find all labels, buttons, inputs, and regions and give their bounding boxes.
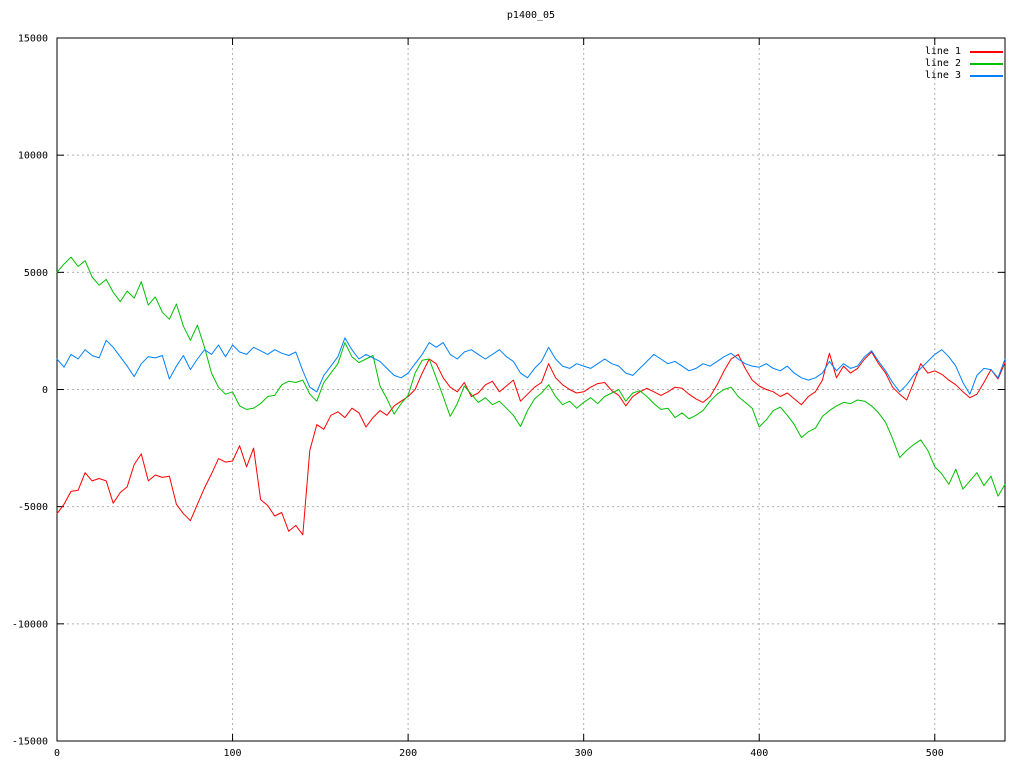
x-tick-label: 500: [926, 748, 944, 759]
legend-label: line 3: [924, 70, 961, 81]
legend-label: line 2: [924, 58, 961, 69]
legend-swatch-line-2: [970, 62, 1003, 65]
x-tick-label: 100: [224, 748, 242, 759]
y-tick-label: -5000: [18, 502, 48, 513]
legend-item: line 3: [803, 70, 1003, 81]
legend-swatch-line-3: [970, 74, 1003, 77]
chart-title: p1400_05: [506, 10, 556, 21]
x-tick-label: 0: [54, 748, 60, 759]
y-tick-label: 0: [42, 385, 48, 396]
x-tick-label: 300: [575, 748, 593, 759]
y-tick-label: -15000: [12, 737, 48, 748]
legend: line 1 line 2 line 3: [803, 46, 1003, 82]
y-tick-label: -10000: [12, 619, 48, 630]
legend-label: line 1: [924, 46, 961, 57]
legend-item: line 2: [803, 58, 1003, 69]
y-tick-label: 10000: [18, 151, 48, 162]
x-tick-label: 400: [750, 748, 768, 759]
legend-item: line 1: [803, 46, 1003, 57]
legend-swatch-line-1: [970, 50, 1003, 53]
series-line-1: [56, 351, 1006, 536]
y-tick-label: 5000: [24, 268, 48, 279]
y-tick-label: 15000: [18, 34, 48, 45]
series-line-3: [56, 337, 1006, 395]
series-line-2: [56, 256, 1006, 497]
x-tick-label: 200: [399, 748, 417, 759]
